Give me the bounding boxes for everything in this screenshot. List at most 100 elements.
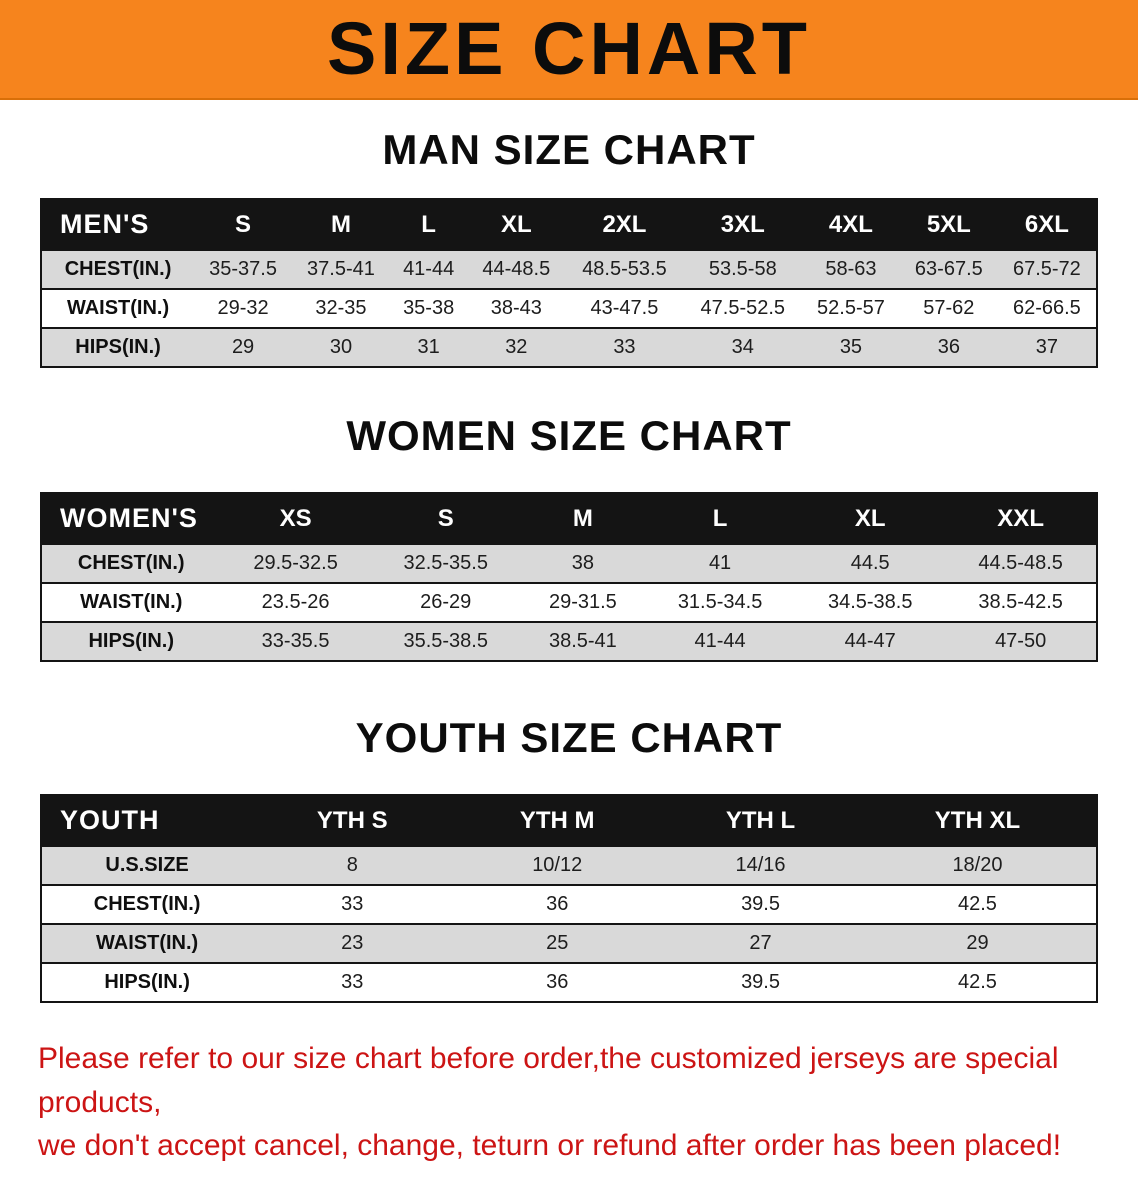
header-row: YOUTH YTH S YTH M YTH L YTH XL	[41, 795, 1097, 846]
value-cell: 47-50	[995, 630, 1047, 652]
disclaimer-line-1: Please refer to our size chart before or…	[38, 1042, 1059, 1119]
value-cell: 34.5-38.5	[827, 591, 913, 613]
value-cell: 41-44	[403, 258, 455, 280]
value-cell: 37.5-41	[307, 258, 375, 280]
size-header-cell: L	[645, 493, 796, 544]
value-cell: 23	[341, 932, 364, 954]
man-chart-heading: MAN SIZE CHART	[382, 126, 756, 173]
value-cell: 35	[839, 336, 863, 358]
row-label-cell: HIPS(IN.)	[88, 630, 175, 652]
row-label-cell: CHEST(IN.)	[93, 893, 201, 915]
value-cell: 35-37.5	[209, 258, 277, 280]
row-label-cell: U.S.SIZE	[105, 854, 189, 876]
value-cell: 33	[613, 336, 636, 358]
size-header-cell: M	[292, 199, 390, 250]
value-cell: 10/12	[532, 854, 583, 876]
value-cell: 33-35.5	[261, 630, 330, 652]
value-cell: 52.5-57	[817, 297, 885, 319]
size-header-cell: XL	[467, 199, 566, 250]
table-row: WAIST(IN.) 29-32 32-35 35-38 38-43 43-47.5 47.…	[41, 289, 1097, 328]
value-cell: 41	[708, 552, 732, 574]
value-cell: 31.5-34.5	[677, 591, 763, 613]
table-row: CHEST(IN.) 35-37.5 37.5-41 41-44 44-48.5 48.5…	[41, 250, 1097, 289]
size-header-cell: 5XL	[899, 199, 998, 250]
value-cell: 67.5-72	[1012, 258, 1081, 280]
youth-chart-heading: YOUTH SIZE CHART	[355, 714, 783, 761]
value-cell: 8	[346, 854, 358, 876]
table-title-cell: MEN'S	[41, 199, 195, 250]
value-cell: 14/16	[735, 854, 786, 876]
disclaimer-line-2: we don't accept cancel, change, teturn o…	[38, 1129, 1062, 1162]
value-cell: 63-67.5	[914, 258, 983, 280]
table-row: CHEST(IN.) 33 36 39.5 42.5	[41, 885, 1097, 924]
value-cell: 62-66.5	[1012, 297, 1081, 319]
size-header-cell: XS	[220, 493, 371, 544]
value-cell: 44-47	[844, 630, 896, 652]
row-label-cell: WAIST(IN.)	[95, 932, 199, 954]
size-header-cell: YTH XL	[858, 795, 1097, 846]
header-row: MEN'S S M L XL 2XL 3XL 4XL 5XL 6XL	[41, 199, 1097, 250]
value-cell: 44-48.5	[482, 258, 551, 280]
value-cell: 36	[937, 336, 960, 358]
size-header-cell: YTH S	[252, 795, 453, 846]
row-label-cell: WAIST(IN.)	[80, 591, 183, 613]
value-cell: 18/20	[952, 854, 1003, 876]
row-label-cell: WAIST(IN.)	[66, 297, 170, 319]
man-size-section: MAN SIZE CHART MEN'S S M L XL 2XL 3XL 4XL 5XL 6XL…	[0, 126, 1138, 368]
value-cell: 31	[417, 336, 440, 358]
value-cell: 43-47.5	[590, 297, 659, 319]
value-cell: 42.5	[958, 971, 997, 993]
value-cell: 26-29	[420, 591, 472, 613]
value-cell: 30	[329, 336, 353, 358]
value-cell: 29-31.5	[548, 591, 617, 613]
value-cell: 44.5	[850, 552, 890, 574]
size-header-cell: S	[194, 199, 293, 250]
value-cell: 38	[571, 552, 595, 574]
value-cell: 33	[341, 893, 364, 915]
youth-size-section: YOUTH SIZE CHART YOUTH YTH S YTH M YTH L YTH…	[0, 714, 1138, 1003]
size-header-cell: 4XL	[801, 199, 900, 250]
value-cell: 53.5-58	[708, 258, 777, 280]
size-header-cell: 6XL	[997, 199, 1097, 250]
value-cell: 33	[341, 971, 364, 993]
women-size-table: WOMEN'S XS S M L XL XXL CHEST(IN.) 29.5-32.5 32.5…	[40, 492, 1098, 662]
value-cell: 29	[231, 336, 255, 358]
table-row: HIPS(IN.) 33 36 39.5 42.5	[41, 963, 1097, 1002]
value-cell: 38-43	[490, 297, 542, 319]
value-cell: 27	[749, 932, 772, 954]
size-header-cell: YTH M	[452, 795, 663, 846]
value-cell: 39.5	[741, 971, 780, 993]
size-header-cell: 3XL	[683, 199, 802, 250]
row-label-cell: CHEST(IN.)	[77, 552, 185, 574]
value-cell: 29.5-32.5	[253, 552, 338, 574]
table-title-cell: WOMEN'S	[41, 493, 221, 544]
value-cell: 35.5-38.5	[403, 630, 488, 652]
row-label-cell: HIPS(IN.)	[104, 971, 190, 993]
value-cell: 25	[546, 932, 569, 954]
value-cell: 48.5-53.5	[582, 258, 667, 280]
value-cell: 36	[546, 893, 569, 915]
value-cell: 38.5-42.5	[978, 591, 1063, 613]
size-header-cell: S	[370, 493, 521, 544]
value-cell: 38.5-41	[548, 630, 617, 652]
table-row: WAIST(IN.) 23.5-26 26-29 29-31.5 31.5-34.5 34…	[41, 583, 1097, 622]
size-header-cell: XXL	[945, 493, 1097, 544]
men-size-table: MEN'S S M L XL 2XL 3XL 4XL 5XL 6XL CHEST(IN.) 35-37…	[40, 198, 1098, 368]
size-header-cell: 2XL	[565, 199, 684, 250]
value-cell: 37	[1035, 336, 1059, 358]
value-cell: 39.5	[741, 893, 780, 915]
value-cell: 35-38	[403, 297, 455, 319]
size-header-cell: L	[389, 199, 468, 250]
value-cell: 23.5-26	[261, 591, 330, 613]
table-row: CHEST(IN.) 29.5-32.5 32.5-35.5 38 41 44.5 44.5…	[41, 544, 1097, 583]
value-cell: 32	[505, 336, 528, 358]
size-header-cell: M	[520, 493, 645, 544]
women-chart-heading: WOMEN SIZE CHART	[346, 412, 792, 459]
value-cell: 29	[966, 932, 989, 954]
value-cell: 36	[546, 971, 569, 993]
women-size-section: WOMEN SIZE CHART WOMEN'S XS S M L XL XXL CHEST(…	[0, 412, 1138, 662]
value-cell: 44.5-48.5	[978, 552, 1063, 574]
table-row: HIPS(IN.) 33-35.5 35.5-38.5 38.5-41 41-44 44-…	[41, 622, 1097, 661]
value-cell: 57-62	[923, 297, 975, 319]
